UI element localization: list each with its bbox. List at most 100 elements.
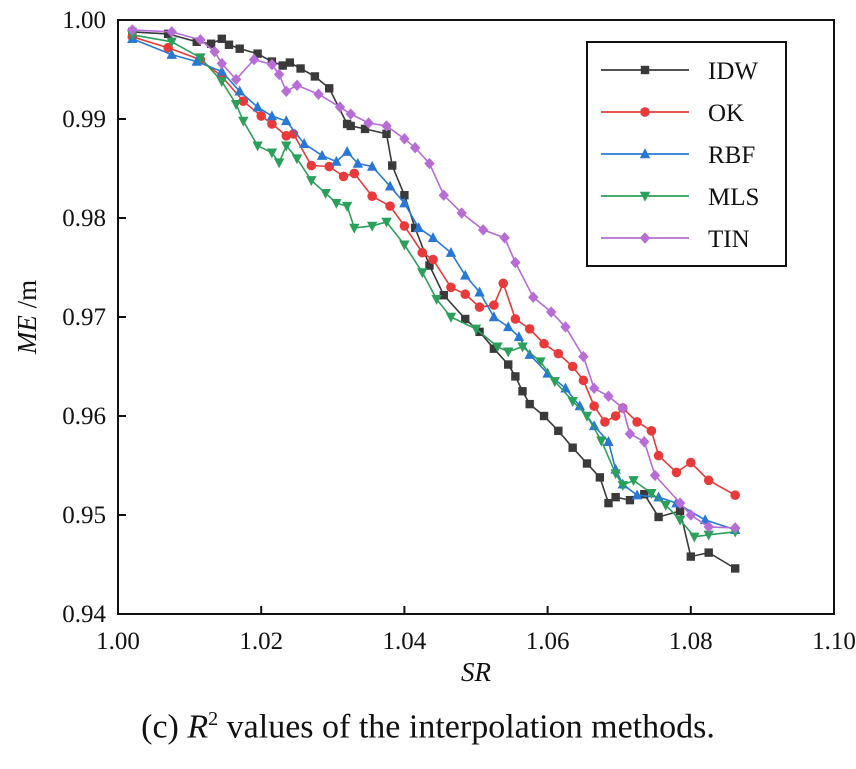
legend-entry-idw: IDW [601,58,758,85]
data-point-ok [349,168,360,179]
x-tick-label: 1.00 [96,628,140,655]
data-point-tin [216,57,228,70]
legend-label-rbf: RBF [708,142,755,169]
data-point-mls [567,396,578,407]
data-point-mls [535,357,546,368]
data-point-idw [686,552,695,561]
data-point-rbf [574,400,586,411]
data-point-rbf [445,246,457,257]
data-point-mls [689,532,700,543]
data-point-tin [510,256,521,269]
data-point-tin [166,26,177,38]
data-point-rbf [352,157,364,168]
data-point-rbf [699,514,711,525]
data-point-idw [410,223,420,233]
data-point-rbf [316,149,328,160]
figure-caption: (c) R2 values of the interpolation metho… [0,708,856,746]
data-point-mls [628,476,639,487]
data-point-idw [611,492,620,502]
legend-marker-tin [639,232,651,244]
data-point-ok [367,191,377,202]
data-point-idw [296,64,305,73]
legend-label-ok: OK [708,100,744,127]
data-point-ok [510,314,521,324]
legend-entry-tin: TIN [601,226,750,253]
data-point-ok [267,119,277,129]
data-point-mls [660,500,671,511]
data-point-mls [617,481,628,491]
data-point-idw [704,548,713,557]
data-point-idw [285,58,295,67]
y-axis-title-main: ME [12,315,42,355]
data-point-idw [235,44,244,53]
data-point-mls [306,176,317,187]
data-point-tin [363,117,374,129]
data-point-ok [338,171,349,182]
data-point-tin [477,224,489,236]
legend-marker-idw [640,65,650,75]
data-point-rbf [427,232,439,242]
series-layer [127,24,741,573]
data-point-tin [195,34,206,46]
data-point-idw [382,129,391,139]
y-tick-label: 1.00 [62,7,106,34]
data-point-idw [654,512,663,522]
data-point-ok [324,161,335,172]
data-point-rbf [252,101,263,112]
data-point-idw [163,29,173,39]
data-point-rbf [513,331,525,341]
data-point-mls [492,342,503,353]
series-tin [127,24,741,534]
data-point-tin [127,24,138,36]
legend-marker-ok [640,107,650,117]
series-line-mls [132,34,736,538]
data-point-rbf [384,180,396,191]
data-point-idw [730,564,740,573]
data-point-rbf [413,222,424,233]
data-point-rbf [281,115,292,126]
data-point-tin [578,350,589,363]
data-point-rbf [524,348,535,359]
data-point-rbf [331,155,342,166]
data-point-idw [640,490,649,499]
data-point-idw [675,506,685,516]
data-point-rbf [216,65,228,76]
data-point-idw [253,49,262,58]
data-point-mls [549,377,560,388]
data-point-tin [560,321,571,333]
data-point-idw [425,261,434,270]
data-point-idw [511,372,520,381]
data-point-ok [632,417,642,427]
data-point-idw [625,495,635,505]
legend-label-tin: TIN [708,226,750,253]
legend-label-idw: IDW [708,58,758,85]
data-point-tin [624,428,636,440]
data-point-tin [273,68,285,81]
data-point-ok [703,475,714,486]
data-point-mls [646,489,657,499]
data-point-ok [288,129,299,139]
data-point-tin [345,108,356,120]
legend-entry-mls: MLS [601,184,759,211]
data-point-idw [518,387,527,396]
data-point-ok [446,282,456,293]
data-point-ok [163,42,173,53]
y-tick-label: 0.96 [62,403,106,430]
data-point-idw [504,360,513,369]
data-point-ok [653,450,664,461]
legend-entry-ok: OK [601,100,744,127]
caption-prefix: (c) [141,708,188,746]
legend-marker-mls [639,191,651,202]
data-point-mls [431,294,442,305]
data-point-rbf [234,85,245,96]
data-point-tin [230,73,242,86]
y-tick-label: 0.94 [62,601,106,628]
data-point-tin [499,232,510,244]
data-point-ok [489,300,499,310]
caption-superscript: 2 [208,708,219,730]
data-point-mls [230,99,242,110]
y-tick-label: 0.99 [62,106,106,133]
data-point-idw [439,291,448,300]
data-point-tin [649,469,661,482]
legend-marker-rbf [639,148,651,159]
